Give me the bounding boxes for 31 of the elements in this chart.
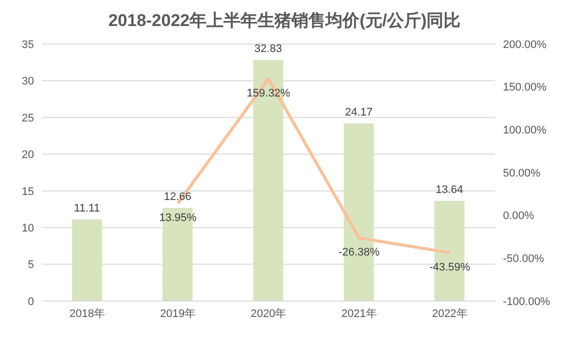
data-label: 159.32% xyxy=(246,88,290,100)
y2-tick-label: 100.00% xyxy=(503,124,547,137)
y-tick-label: 10 xyxy=(22,222,34,234)
data-label: -26.38% xyxy=(338,246,380,259)
data-label: 13.64 xyxy=(436,184,464,196)
data-label: 24.17 xyxy=(345,106,373,119)
x-tick-label: 2018年 xyxy=(70,308,106,320)
x-tick-label: 2021年 xyxy=(341,308,377,320)
y-tick-label: 0 xyxy=(28,296,34,308)
y2-tick-label: 200.00% xyxy=(503,38,547,51)
data-label: 11.11 xyxy=(74,202,100,214)
data-label: -43.59% xyxy=(429,261,470,274)
y2-tick-label: -100.00% xyxy=(503,296,550,308)
x-tick-label: 2020年 xyxy=(250,308,286,320)
data-label: 32.83 xyxy=(254,42,282,55)
y-tick-label: 20 xyxy=(22,149,34,162)
x-tick-label: 2022年 xyxy=(432,308,468,320)
y-tick-label: 25 xyxy=(22,112,34,124)
chart-title: 2018-2022年上半年生猪销售均价(元/公斤)同比 xyxy=(107,10,462,32)
y2-tick-label: 150.00% xyxy=(503,82,547,94)
y2-tick-label: -50.00% xyxy=(503,253,544,266)
data-label: 13.95% xyxy=(159,212,197,224)
y2-tick-label: 0.00% xyxy=(503,210,534,222)
y-tick-label: 30 xyxy=(22,76,34,88)
y2-tick-label: 50.00% xyxy=(503,167,541,180)
x-tick-label: 2019年 xyxy=(160,308,196,320)
y-tick-label: 35 xyxy=(22,38,34,51)
y-tick-label: 5 xyxy=(28,259,34,272)
y-tick-label: 15 xyxy=(22,186,34,198)
bar xyxy=(72,219,102,301)
data-label: 12.66 xyxy=(164,191,192,204)
